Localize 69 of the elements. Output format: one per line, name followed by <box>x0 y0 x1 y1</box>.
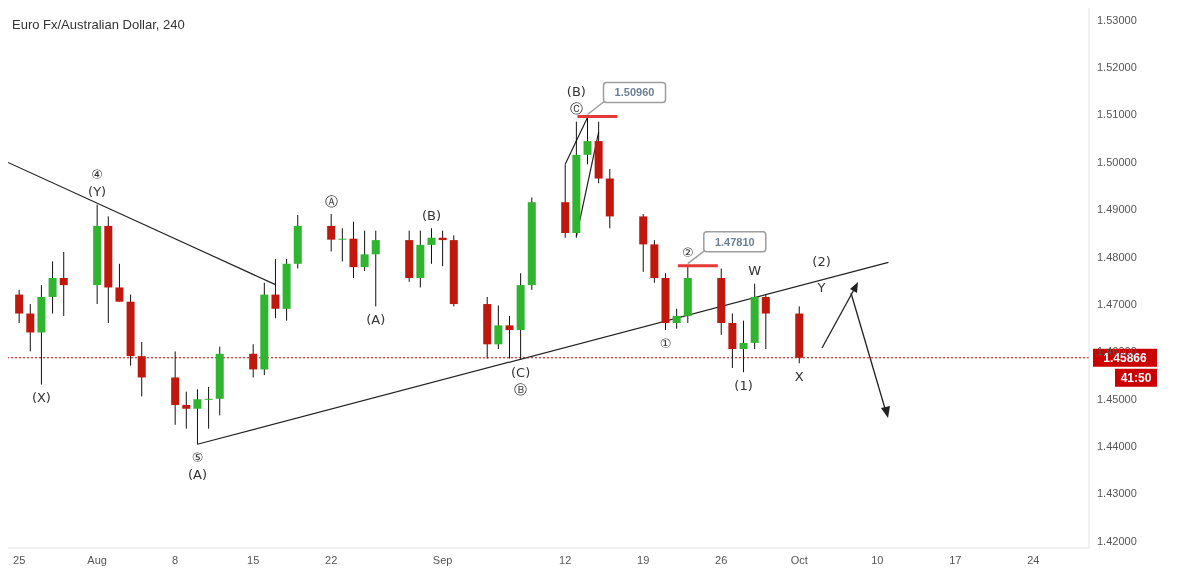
x-tick-label: 24 <box>1027 553 1040 566</box>
annotation: (1) <box>734 377 753 393</box>
y-tick-label: 1.44000 <box>1097 440 1137 453</box>
x-tick-label: 15 <box>247 553 260 566</box>
x-tick-label: 26 <box>715 553 728 566</box>
candlestick <box>327 213 336 252</box>
x-tick-label: 12 <box>559 553 572 566</box>
y-tick-label: 1.42000 <box>1097 534 1137 547</box>
candlestick <box>26 303 35 352</box>
x-tick-label: 17 <box>949 553 962 566</box>
candlestick <box>15 289 24 324</box>
candlestick <box>271 258 280 319</box>
candlestick <box>59 251 68 317</box>
annotation: ⑤ <box>191 449 204 465</box>
annotation: 1.50960 <box>614 86 655 99</box>
annotation: (A) <box>187 466 207 482</box>
annotation: 1.47810 <box>714 235 755 248</box>
y-tick-label: 1.52000 <box>1097 61 1137 74</box>
annotation: X <box>794 368 804 384</box>
annotation: (X) <box>31 390 51 406</box>
candlestick <box>739 320 748 373</box>
y-tick-label: 1.48000 <box>1097 250 1137 263</box>
annotation: ④ <box>91 167 103 183</box>
annotation: (2) <box>812 254 831 270</box>
annotation: (B) <box>566 84 586 100</box>
x-tick-label: 19 <box>637 553 650 566</box>
y-tick-label: 1.43000 <box>1097 487 1137 500</box>
y-tick-label: 1.45000 <box>1097 392 1137 405</box>
annotation: ① <box>659 335 672 351</box>
annotation: (A) <box>366 311 386 327</box>
annotation: Y <box>816 280 826 296</box>
candlestick <box>583 115 592 165</box>
y-tick-label: 1.47000 <box>1097 297 1137 310</box>
x-tick-label: 10 <box>871 553 884 566</box>
candlestick <box>204 386 213 430</box>
candlestick <box>48 260 57 315</box>
annotation: ② <box>681 245 694 261</box>
y-tick-label: 1.51000 <box>1097 108 1137 121</box>
y-tick-label: 1.53000 <box>1097 13 1137 26</box>
annotation: (C) <box>511 364 531 380</box>
x-tick-label: 8 <box>172 553 179 566</box>
annotation: Ⓑ <box>514 381 528 397</box>
x-tick-label: 22 <box>325 553 338 566</box>
annotation: Ⓐ <box>324 193 338 209</box>
text: 41:50 <box>1120 370 1152 385</box>
candlestick <box>338 227 347 262</box>
candlestick <box>182 391 191 430</box>
text: Euro Fx/Australian Dollar, 240 <box>12 17 185 32</box>
candlestick <box>360 230 369 272</box>
candlestick <box>115 263 124 303</box>
candlestick <box>505 315 514 360</box>
candlestick <box>249 343 258 378</box>
x-tick-label: Sep <box>432 553 453 566</box>
candlestick <box>137 341 146 397</box>
candlestick <box>494 304 503 350</box>
y-tick-label: 1.50000 <box>1097 155 1137 168</box>
annotation: W <box>748 263 762 279</box>
y-tick-label: 1.49000 <box>1097 203 1137 216</box>
x-tick-label: 25 <box>13 553 26 566</box>
candlestick <box>193 388 202 445</box>
x-tick-label: Oct <box>790 553 808 566</box>
annotation: Ⓒ <box>569 101 583 117</box>
candlestick <box>761 294 770 350</box>
annotation: (B) <box>421 207 442 223</box>
candlestick <box>672 308 681 330</box>
x-tick-label: Aug <box>87 553 107 566</box>
candlestick <box>427 227 436 265</box>
annotation: (Y) <box>88 184 107 200</box>
candlestick <box>371 230 380 307</box>
